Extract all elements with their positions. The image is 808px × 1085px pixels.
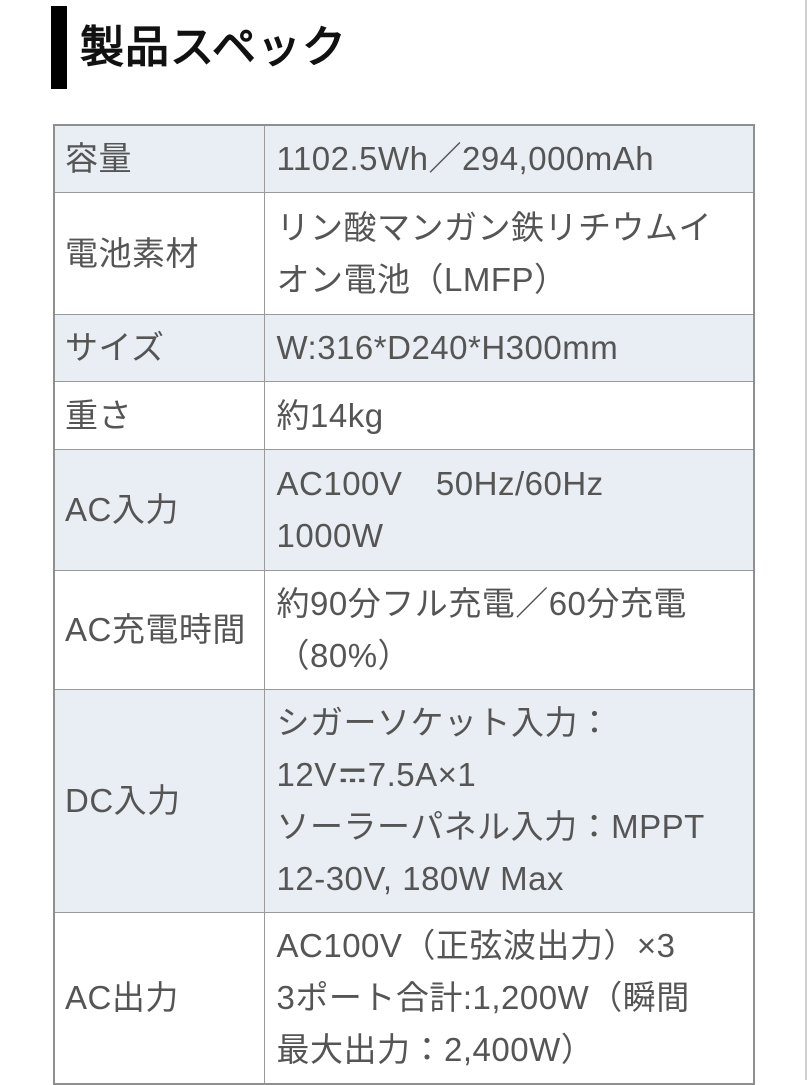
spec-row: AC出力 AC100V（正弦波出力）×3 3ポート合計:1,200W（瞬間 最大出… bbox=[53, 912, 755, 1085]
spec-value-cell: AC100V（正弦波出力）×3 3ポート合計:1,200W（瞬間 最大出力：2,… bbox=[263, 912, 755, 1085]
spec-value-cell: 約90分フル充電／60分充電 （80%） bbox=[263, 570, 755, 690]
spec-label-cell: 重さ bbox=[53, 381, 265, 450]
spec-row: AC充電時間 約90分フル充電／60分充電 （80%） bbox=[53, 570, 755, 690]
spec-row: DC入力 シガーソケット入力： 12V 7.5A×1 ソーラーパネル入力：MPPT … bbox=[53, 689, 755, 913]
spec-value-cell: 1102.5Wh／294,000mAh bbox=[263, 124, 755, 193]
section-header: 製品スペック bbox=[51, 6, 347, 89]
spec-label-cell: サイズ bbox=[53, 314, 265, 382]
content-edge-line bbox=[805, 0, 807, 1080]
spec-label-cell: 電池素材 bbox=[53, 192, 265, 315]
spec-value-cell: AC100V 50Hz/60Hz 1000W bbox=[263, 449, 755, 571]
spec-label-cell: DC入力 bbox=[53, 689, 265, 913]
product-spec-table: 容量 1102.5Wh／294,000mAh 電池素材 リン酸マンガン鉄リチウムイ オ… bbox=[53, 124, 755, 1085]
spec-value-cell: リン酸マンガン鉄リチウムイ オン電池（LMFP） bbox=[263, 192, 755, 315]
dc-symbol-icon bbox=[340, 768, 365, 783]
spec-value-cell: 約14kg bbox=[263, 381, 755, 450]
spec-label-cell: AC充電時間 bbox=[53, 570, 265, 690]
spec-row: 重さ 約14kg bbox=[53, 381, 755, 450]
spec-row: 容量 1102.5Wh／294,000mAh bbox=[53, 124, 755, 193]
spec-label-cell: AC出力 bbox=[53, 912, 265, 1085]
spec-value-cell: シガーソケット入力： 12V 7.5A×1 ソーラーパネル入力：MPPT 12-3… bbox=[263, 689, 755, 913]
section-title: 製品スペック bbox=[80, 22, 347, 72]
spec-value-cell: W:316*D240*H300mm bbox=[263, 314, 755, 382]
spec-label-cell: AC入力 bbox=[53, 449, 265, 571]
spec-row: 電池素材 リン酸マンガン鉄リチウムイ オン電池（LMFP） bbox=[53, 192, 755, 315]
spec-table-body: 容量 1102.5Wh／294,000mAh 電池素材 リン酸マンガン鉄リチウムイ オ… bbox=[53, 124, 755, 1085]
spec-row: サイズ W:316*D240*H300mm bbox=[53, 314, 755, 382]
spec-label-cell: 容量 bbox=[53, 124, 265, 193]
heading-accent-bar bbox=[51, 6, 67, 89]
spec-row: AC入力 AC100V 50Hz/60Hz 1000W bbox=[53, 449, 755, 571]
